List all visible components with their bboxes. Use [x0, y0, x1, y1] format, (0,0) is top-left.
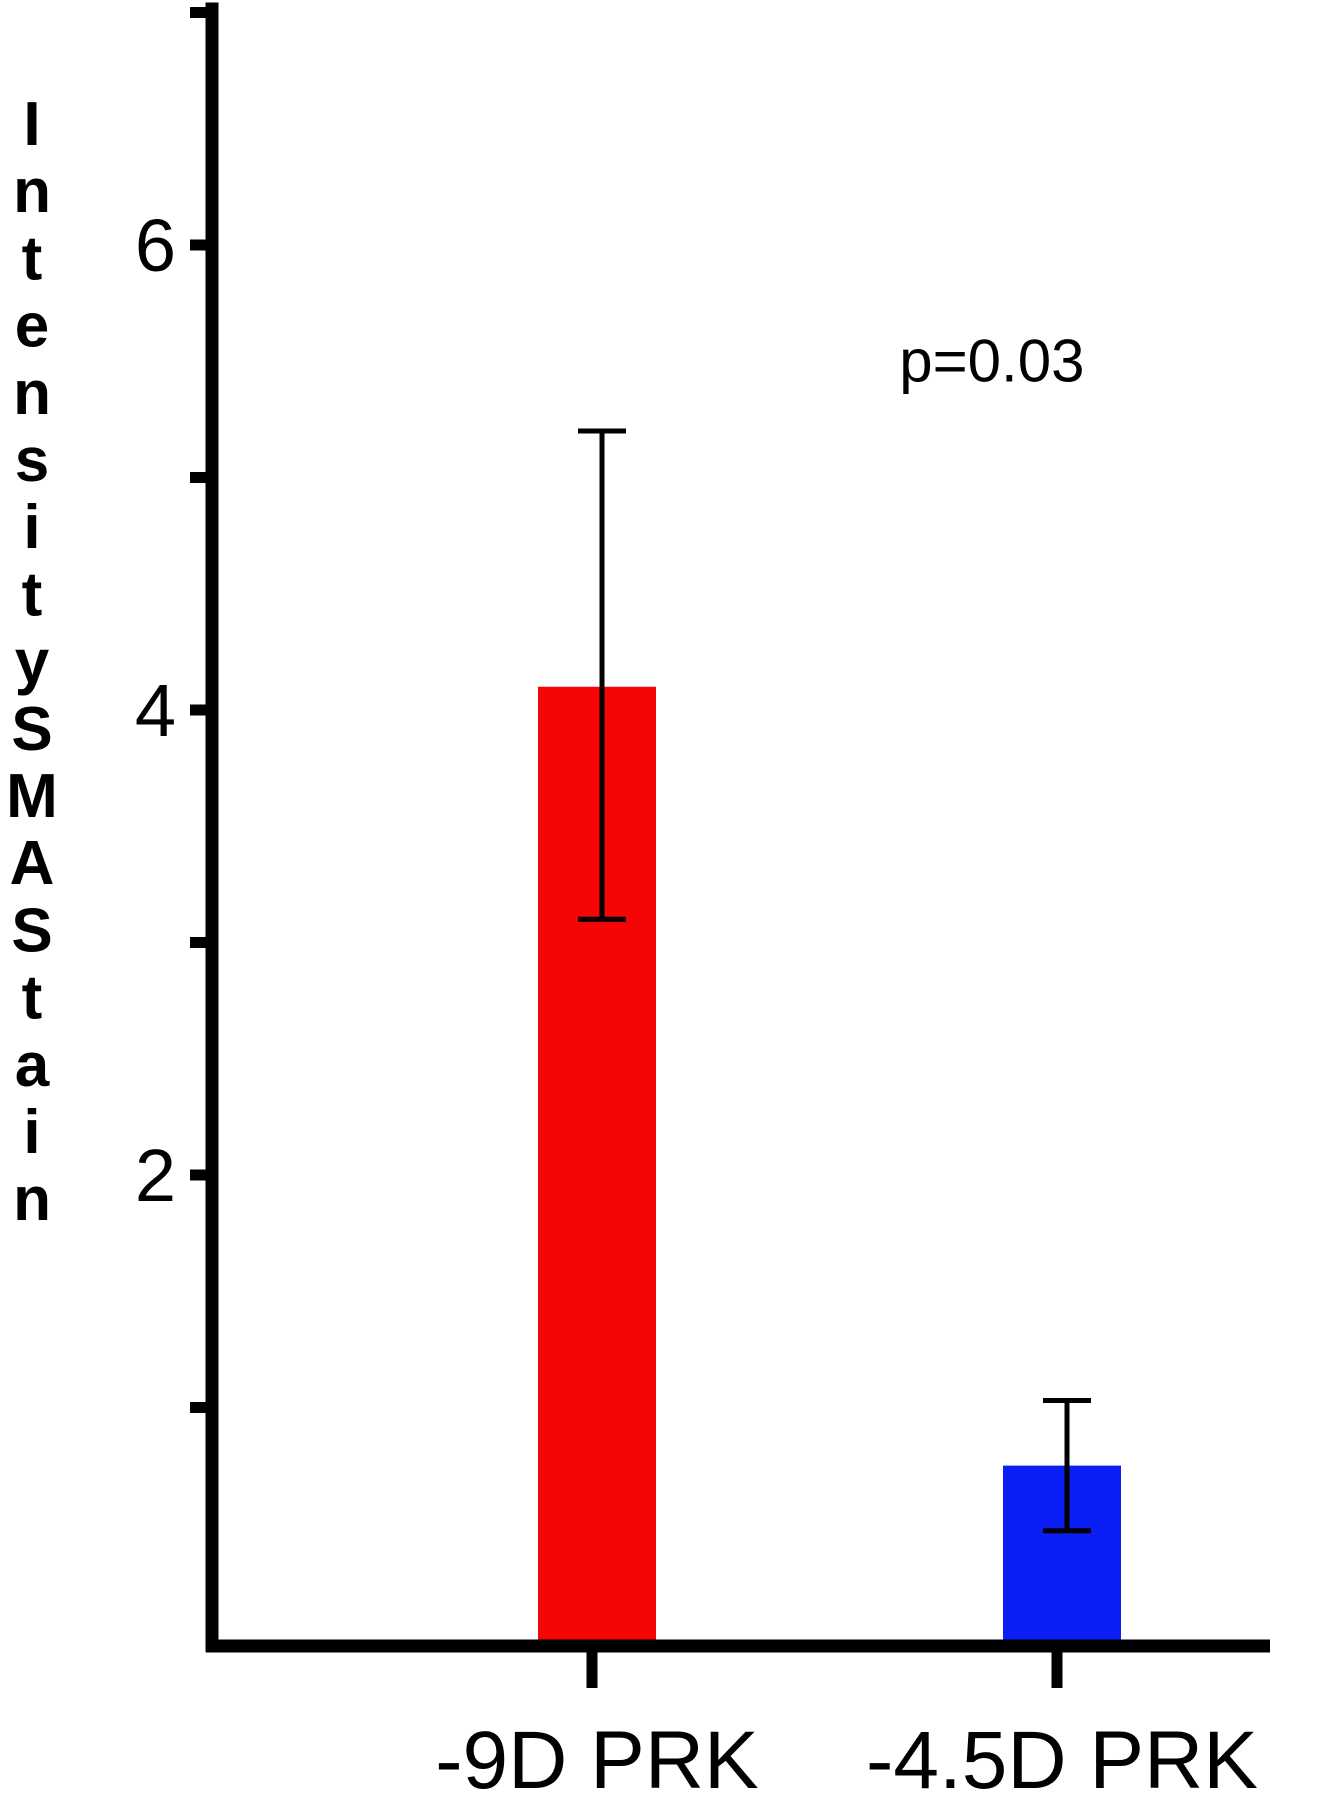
y-axis-label-char: S — [11, 695, 52, 764]
y-axis-label-char: a — [15, 1031, 50, 1100]
bar-1 — [538, 686, 656, 1640]
y-axis-label-char: i — [23, 1098, 40, 1167]
x-category-label-1: -9D PRK — [435, 1715, 759, 1800]
x-category-label-2: -4.5D PRK — [866, 1715, 1258, 1800]
y-axis-label-char: n — [13, 157, 51, 226]
y-axis-label-char: y — [15, 628, 50, 697]
y-axis-label-char: M — [6, 762, 58, 831]
annotations: p=0.03 — [899, 327, 1084, 394]
y-axis-label-char: n — [13, 359, 51, 428]
y-tick-label-6: 6 — [135, 204, 176, 287]
y-axis-label-char: n — [13, 1165, 51, 1234]
y-axis-label-char: s — [15, 426, 49, 495]
x-axis-categories: -9D PRK -4.5D PRK — [435, 1650, 1258, 1800]
y-axis-label-char: S — [11, 896, 52, 965]
y-axis-label-char: t — [22, 224, 43, 293]
y-axis-ticks: 2 4 6 — [135, 7, 212, 1413]
error-bars — [578, 428, 1091, 1534]
p-value-annotation: p=0.03 — [899, 327, 1084, 394]
bars — [538, 686, 1121, 1640]
y-axis-label-char: I — [23, 90, 40, 159]
y-axis-label-char: t — [22, 964, 43, 1033]
y-axis-label-char: t — [22, 560, 43, 629]
y-axis-label-char: i — [23, 493, 40, 562]
y-axis-label-char: e — [15, 292, 49, 361]
bar-2 — [1003, 1465, 1121, 1640]
y-tick-label-4: 4 — [135, 669, 176, 752]
y-tick-label-2: 2 — [135, 1134, 176, 1217]
axes — [205, 2, 1270, 1653]
y-axis-label-char: A — [10, 829, 55, 898]
